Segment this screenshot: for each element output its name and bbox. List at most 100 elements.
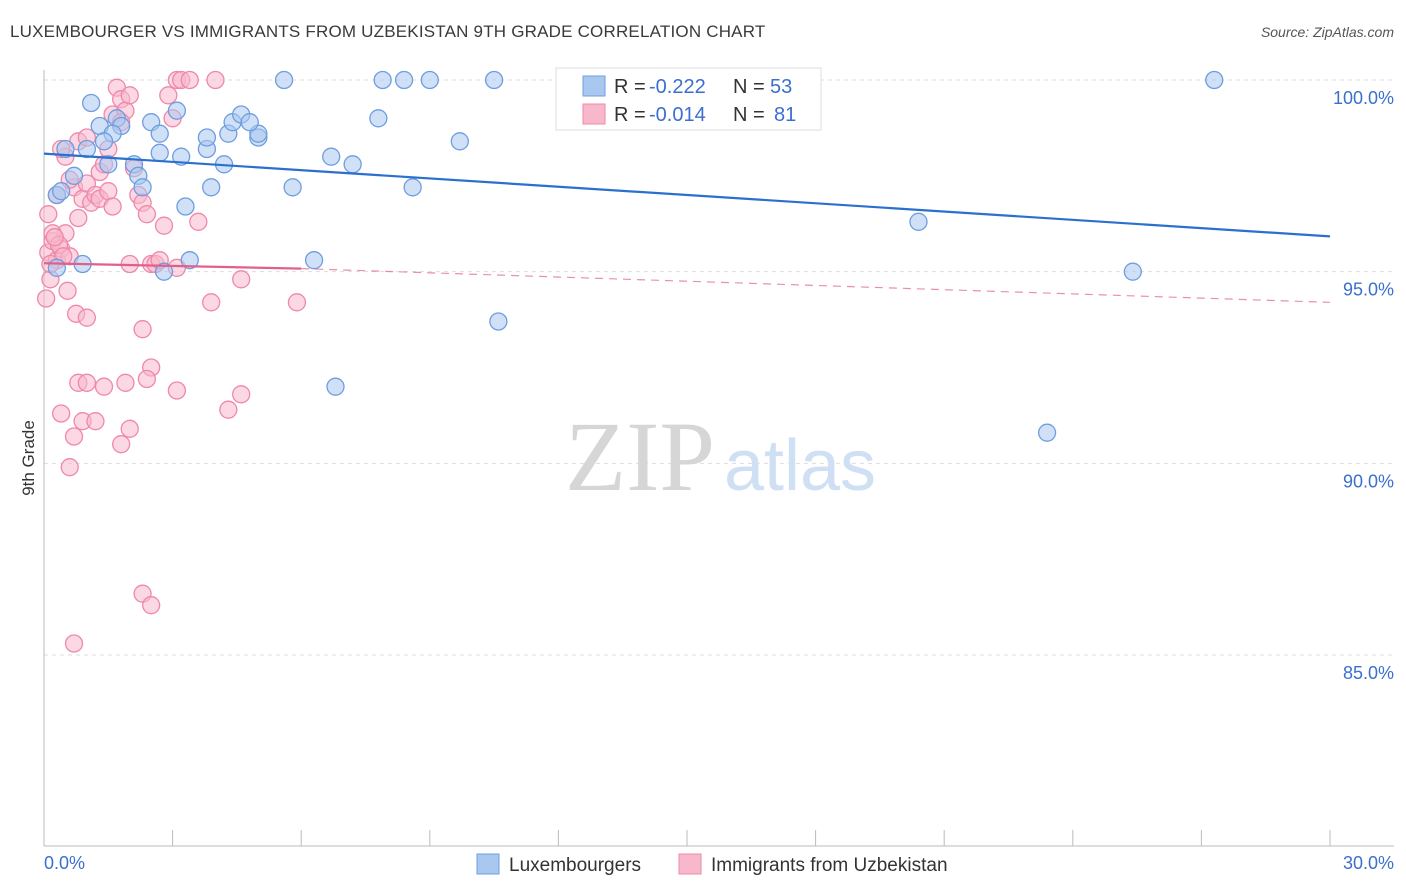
y-tick-label-0: 100.0% [1333,88,1394,108]
legend-r-label-blue: R = [614,76,646,98]
x-ticks [43,830,1331,846]
luxembourger-point-36 [403,178,422,197]
luxembourger-point-21 [202,178,221,197]
legend-n-label-pink: N = [733,104,765,126]
uzbekistan-point-64 [86,412,105,431]
uzbekistan-point-57 [77,373,97,392]
uzbekistan-point-60 [232,385,251,404]
luxembourger-point-41 [326,377,345,396]
luxembourger-point-49 [99,155,118,174]
luxembourger-point-3 [64,166,84,185]
legend-r-label-pink: R = [614,104,646,126]
luxembourger-point-32 [343,155,362,174]
luxembourger-point-28 [274,70,294,90]
uzbekistan-point-10 [69,208,88,228]
uzbekistan-point-67 [112,435,131,454]
uzbekistan-point-35 [180,70,199,90]
axes [43,70,1394,847]
uzbekistan-point-55 [116,373,135,392]
uzbekistan-point-40 [287,293,307,312]
uzbekistan-point-26 [137,205,157,224]
uzbekistan-point-73 [99,182,118,201]
luxembourger-point-17 [176,197,195,216]
uzbekistan-point-74 [103,197,122,216]
y-tick-label-1: 95.0% [1343,280,1394,300]
bottom-legend-label-blue: Luxembourgers [509,855,641,876]
trend-line-pink [43,262,302,270]
luxembourger-point-39 [484,70,504,90]
y-axis-title: 9th Grade [19,420,38,496]
luxembourger-point-5 [51,182,71,201]
uzbekistan-point-51 [77,308,97,327]
y-tick-labels: 100.0% 95.0% 90.0% 85.0% [1333,88,1394,683]
legend-n-label-blue: N = [733,76,765,98]
uzbekistan-point-30 [154,216,174,235]
legend-swatch-blue [582,75,606,97]
watermark-zip: ZIP [565,401,715,512]
uzbekistan-point-2 [39,205,58,224]
uzbekistan-point-59 [167,381,187,400]
legend-r-value-blue: -0.222 [649,76,706,98]
series-immigrants-from-uzbekistan [36,70,307,653]
luxembourger-point-30 [304,251,324,270]
legend-n-value-blue: 53 [770,76,792,98]
luxembourger-point-2 [56,139,75,159]
uzbekistan-point-3 [36,289,56,308]
uzbekistan-point-49 [58,281,77,300]
luxembourger-point-44 [1123,262,1142,281]
luxembourger-point-40 [489,312,508,331]
trend-line-blue [43,152,1331,238]
luxembourger-point-19 [154,262,174,281]
luxembourger-point-35 [394,70,414,90]
legend-n-value-pink: 81 [774,104,796,126]
luxembourger-point-47 [77,139,97,159]
chart-title: LUXEMBOURGER VS IMMIGRANTS FROM UZBEKIST… [10,22,766,41]
uzbekistan-point-61 [219,400,238,419]
luxembourger-point-37 [420,70,439,90]
luxembourger-point-52 [47,258,67,277]
luxembourger-point-0 [82,93,101,113]
uzbekistan-point-65 [120,419,139,438]
luxembourger-point-13 [150,124,169,143]
trend-line-extension-pink [301,268,1331,303]
luxembourger-point-45 [1205,70,1224,90]
source-label: Source: ZipAtlas.com [1260,24,1394,40]
uzbekistan-point-78 [45,228,64,247]
x-tick-label-min: 0.0% [44,853,85,873]
legend-r-value-pink: -0.014 [649,104,706,126]
y-tick-label-3: 85.0% [1343,663,1394,683]
uzbekistan-point-62 [51,404,71,423]
luxembourger-point-33 [369,109,388,128]
luxembourger-point-29 [283,178,302,197]
watermark-atlas: atlas [724,426,876,506]
uzbekistan-point-52 [133,320,152,339]
uzbekistan-point-36 [189,212,208,231]
luxembourger-point-16 [172,147,191,166]
x-tick-label-max: 30.0% [1343,853,1394,873]
uzbekistan-point-37 [202,293,221,312]
uzbekistan-point-66 [64,427,84,446]
y-tick-label-2: 90.0% [1343,471,1394,491]
legend-swatch-pink [582,103,606,125]
uzbekistan-point-39 [232,270,251,289]
legend: R = -0.222 N = 53 R = -0.014 N = 81 [555,67,822,131]
luxembourger-point-38 [450,132,469,151]
luxembourger-point-18 [180,251,199,270]
luxembourger-point-11 [133,178,152,197]
uzbekistan-point-31 [159,86,178,105]
series-luxembourgers [47,70,1224,442]
luxembourger-point-34 [373,70,392,90]
trend-lines [43,152,1331,303]
luxembourger-point-15 [167,101,187,120]
uzbekistan-point-58 [94,377,114,396]
bottom-legend-swatch-blue [476,853,500,875]
uzbekistan-point-38 [206,70,225,90]
uzbekistan-point-71 [64,634,84,653]
uzbekistan-point-54 [137,369,157,389]
uzbekistan-point-68 [60,458,79,477]
luxembourger-point-42 [909,212,928,231]
watermark: ZIP atlas [565,401,876,512]
luxembourger-point-14 [150,143,169,162]
uzbekistan-point-22 [120,86,139,105]
